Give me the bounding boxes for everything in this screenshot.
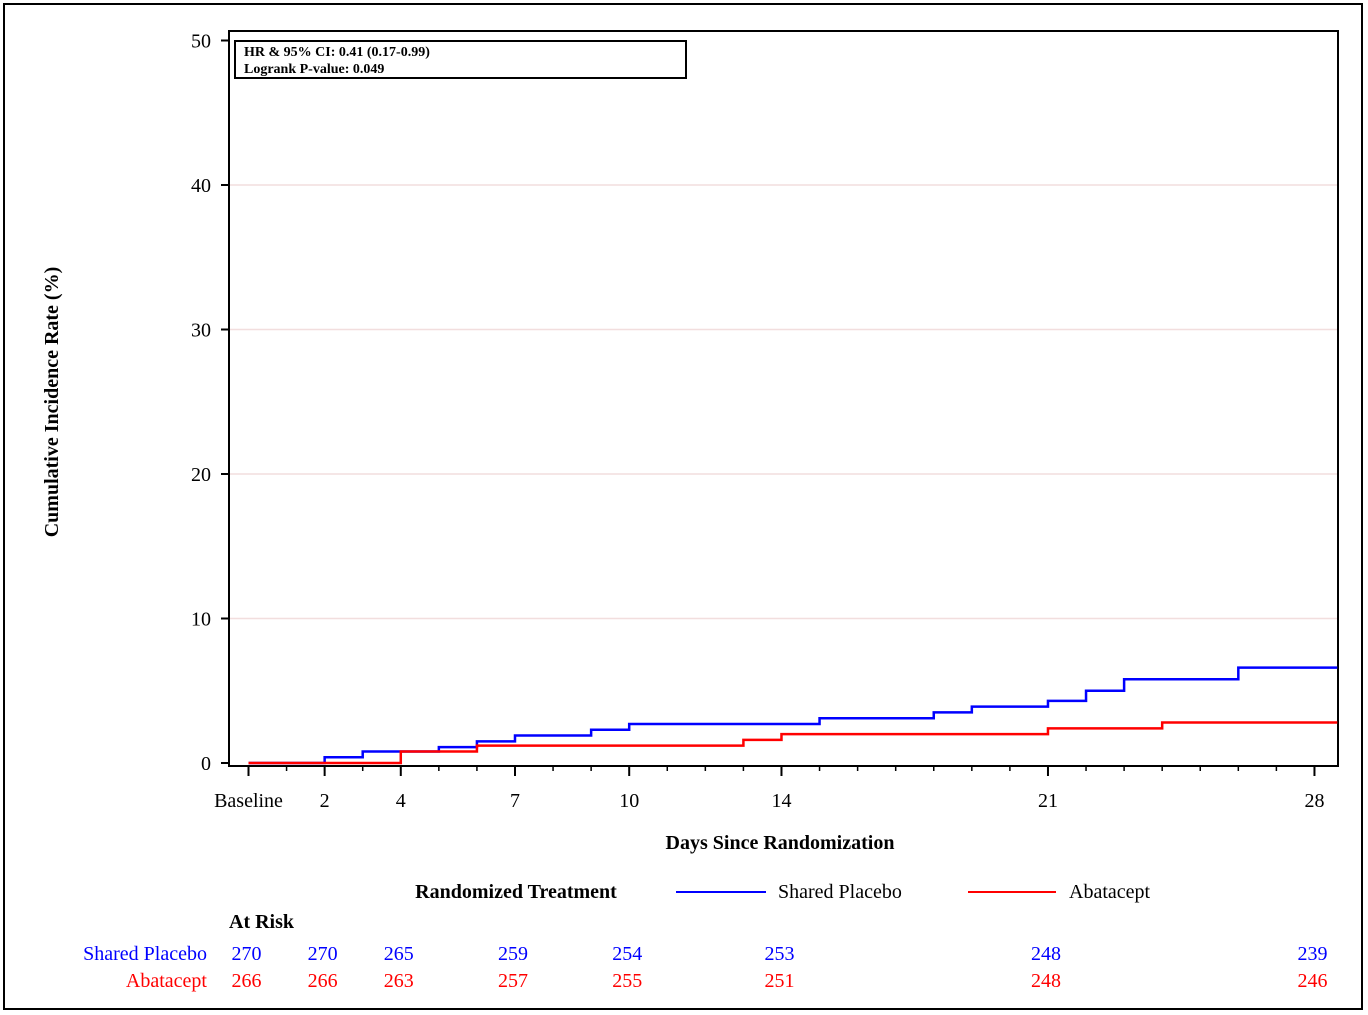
at-risk-abatacept-day-28: 246 (1297, 970, 1327, 992)
x-tick-label-14: 14 (771, 790, 791, 812)
at-risk-table: At Risk Shared Placebo 270 270 265 259 254 253… (83, 911, 1327, 992)
at-risk-abatacept-day-4: 263 (384, 970, 414, 992)
legend-title: Randomized Treatment (415, 881, 617, 903)
at-risk-abatacept-day-2: 266 (308, 970, 338, 992)
x-tick-label-0: Baseline (214, 790, 283, 812)
at-risk-abatacept-day-10: 255 (612, 970, 642, 992)
at-risk-label-abatacept: Abatacept (126, 970, 208, 992)
at-risk-abatacept-day-21: 248 (1031, 970, 1061, 992)
hazard-ratio-text: HR & 95% CI: 0.41 (0.17-0.99) (244, 45, 430, 60)
x-tick-label-10: 10 (619, 790, 639, 812)
at-risk-shared-placebo-day-4: 265 (384, 943, 414, 965)
x-axis-title: Days Since Randomization (666, 832, 895, 854)
at-risk-abatacept-day-7: 257 (498, 970, 528, 992)
plot-area-border (228, 30, 1339, 767)
at-risk-label-shared-placebo: Shared Placebo (83, 943, 207, 965)
series-line-abatacept (248, 721, 1338, 765)
y-axis-title: Cumulative Incidence Rate (%) (41, 267, 63, 538)
at-risk-header: At Risk (229, 911, 295, 933)
y-tick-label-30: 30 (191, 320, 211, 342)
grid-lines (229, 184, 1338, 620)
x-tick-label-2: 2 (320, 790, 330, 812)
x-tick-label-4: 4 (396, 790, 406, 812)
x-axis: Baseline 2 4 7 10 14 21 28 (214, 766, 1324, 812)
y-tick-label-10: 10 (191, 609, 211, 631)
stats-inset: HR & 95% CI: 0.41 (0.17-0.99) Logrank P-… (234, 40, 687, 79)
legend: Randomized Treatment Shared Placebo Abat… (415, 881, 1150, 903)
legend-label-abatacept: Abatacept (1069, 881, 1151, 903)
x-tick-label-7: 7 (510, 790, 520, 812)
legend-label-shared-placebo: Shared Placebo (778, 881, 902, 903)
stats-inset-box (234, 40, 687, 79)
at-risk-shared-placebo-day-10: 254 (612, 943, 642, 965)
y-tick-label-20: 20 (191, 464, 211, 486)
y-tick-label-0: 0 (201, 753, 211, 775)
at-risk-abatacept-day-14: 251 (764, 970, 794, 992)
at-risk-shared-placebo-day-7: 259 (498, 943, 528, 965)
at-risk-shared-placebo-day-2: 270 (308, 943, 338, 965)
x-tick-label-21: 21 (1038, 790, 1058, 812)
x-tick-label-28: 28 (1304, 790, 1324, 812)
series-layer (248, 666, 1338, 765)
logrank-pvalue-text: Logrank P-value: 0.049 (244, 62, 384, 77)
at-risk-shared-placebo-day-28: 239 (1297, 943, 1327, 965)
at-risk-shared-placebo-day-14: 253 (764, 943, 794, 965)
y-tick-label-40: 40 (191, 175, 211, 197)
at-risk-shared-placebo-day-0: 270 (232, 943, 262, 965)
series-line-shared-placebo (248, 666, 1338, 765)
y-tick-label-50: 50 (191, 31, 211, 53)
y-axis: 0 10 20 30 40 50 (191, 31, 229, 775)
at-risk-shared-placebo-day-21: 248 (1031, 943, 1061, 965)
at-risk-abatacept-day-0: 266 (232, 970, 262, 992)
